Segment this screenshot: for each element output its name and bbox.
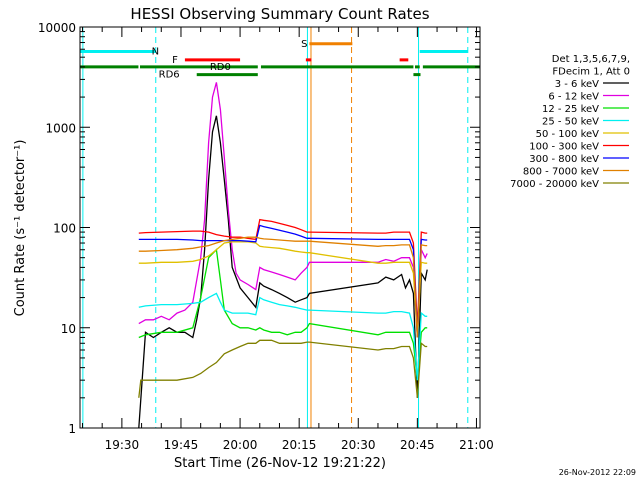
legend-entry-label: 300 - 800 keV [529, 154, 599, 165]
flag-label-n: N [152, 46, 159, 57]
legend-entry-label: 7000 - 20000 keV [510, 179, 599, 190]
series-line-7 [138, 224, 428, 338]
legend-entry-label: 25 - 50 keV [542, 117, 599, 128]
state-flags: N S F RD0 RD6 [80, 39, 480, 81]
y-tick-label: 1000 [45, 121, 76, 135]
series-lines [138, 82, 428, 429]
chart-title: HESSI Observing Summary Count Rates [130, 5, 429, 23]
timestamp: 26-Nov-2012 22:09 [559, 468, 636, 477]
y-tick-label: 10 [61, 322, 76, 336]
legend: Det 1,3,5,6,7,9, FDecim 1, Att 03 - 6 keV… [510, 54, 630, 190]
y-tick-label: 100 [53, 222, 76, 236]
series-line-9 [138, 339, 428, 398]
legend-entry-label: 12 - 25 keV [542, 104, 599, 115]
legend-entry-label: 50 - 100 keV [536, 129, 600, 140]
x-tick-label: 19:45 [164, 438, 199, 452]
y-tick-label: 10000 [38, 21, 76, 35]
legend-header-line: Det 1,3,5,6,7,9, [552, 54, 630, 65]
x-tick-label: 20:15 [282, 438, 317, 452]
series-line-3 [138, 248, 428, 381]
x-tick-label: 19:30 [105, 438, 140, 452]
y-axis-label: Count Rate (s⁻¹ detector⁻¹) [13, 140, 28, 317]
series-line-1 [138, 115, 428, 429]
flag-label-s: S [301, 39, 307, 50]
flag-label-f: F [172, 55, 178, 66]
legend-entry-label: 100 - 300 keV [529, 142, 599, 153]
x-tick-label: 20:00 [223, 438, 258, 452]
series-line-2 [138, 82, 428, 338]
series-line-4 [138, 292, 428, 381]
x-tick-label: 20:30 [341, 438, 376, 452]
legend-entry-label: 800 - 7000 keV [523, 167, 599, 178]
y-tick-label: 1 [68, 422, 76, 436]
legend-entry-label: 6 - 12 keV [548, 92, 599, 103]
series-line-8 [138, 236, 428, 338]
flag-label-rd6: RD6 [159, 70, 180, 81]
series-line-5 [138, 241, 428, 338]
legend-header-line: FDecim 1, Att 0 [552, 67, 630, 78]
x-tick-label: 21:00 [459, 438, 494, 452]
x-tick-label: 20:45 [400, 438, 435, 452]
flag-label-rd0: RD0 [210, 62, 231, 73]
series-line-6 [138, 218, 428, 328]
x-axis-label: Start Time (26-Nov-12 19:21:22) [174, 456, 386, 471]
legend-entry-label: 3 - 6 keV [555, 79, 599, 90]
axes: 19:30 19:45 20:00 20:15 20:30 20:45 21:00 1 10 10… [38, 21, 494, 452]
